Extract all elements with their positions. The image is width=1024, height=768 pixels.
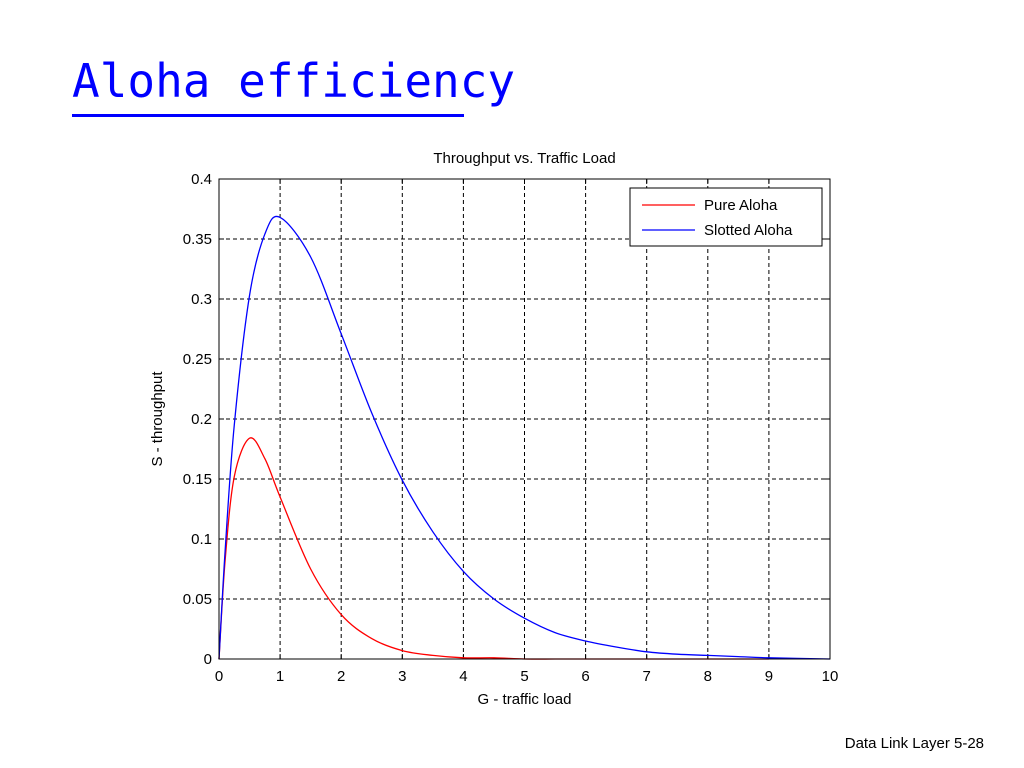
x-tick-label: 6 bbox=[581, 668, 589, 685]
x-axis-label: G - traffic load bbox=[478, 691, 572, 708]
slide-footer: Data Link Layer 5-28 bbox=[844, 735, 984, 752]
x-tick-label: 1 bbox=[276, 668, 284, 685]
legend-label-pure-aloha: Pure Aloha bbox=[704, 197, 778, 214]
chart-title: Throughput vs. Traffic Load bbox=[433, 150, 615, 167]
x-tick-label: 7 bbox=[643, 668, 651, 685]
plot-frame bbox=[218, 178, 831, 660]
y-axis-label: S - throughput bbox=[149, 371, 166, 467]
y-tick-label: 0.05 bbox=[183, 591, 212, 608]
throughput-chart: 0 1 2 3 4 5 6 7 8 9 10 0 0.05 0.1 0.15 0.2 0.25 0.3 0.35 0.… bbox=[149, 150, 839, 708]
y-tick-label: 0.25 bbox=[183, 351, 212, 368]
legend-label-slotted-aloha: Slotted Aloha bbox=[704, 222, 793, 239]
x-tick-label: 2 bbox=[337, 668, 345, 685]
x-tick-label: 4 bbox=[459, 668, 467, 685]
x-tick-label: 3 bbox=[398, 668, 406, 685]
x-tick-label: 0 bbox=[215, 668, 223, 685]
y-tick-label: 0 bbox=[204, 651, 212, 668]
x-tick-label: 9 bbox=[765, 668, 773, 685]
x-tick-label: 5 bbox=[520, 668, 528, 685]
legend-box bbox=[629, 187, 823, 247]
x-tick-label: 10 bbox=[822, 668, 839, 685]
y-tick-label: 0.15 bbox=[183, 471, 212, 488]
y-tick-label: 0.1 bbox=[191, 531, 212, 548]
y-tick-label: 0.2 bbox=[191, 411, 212, 428]
slide-title: Aloha efficiency bbox=[72, 54, 516, 108]
series-line-slotted-aloha bbox=[218, 215, 831, 660]
y-tick-label: 0.35 bbox=[183, 231, 212, 248]
y-tick-label: 0.3 bbox=[191, 291, 212, 308]
y-tick-label: 0.4 bbox=[191, 171, 212, 188]
title-underline bbox=[72, 114, 464, 117]
x-tick-label: 8 bbox=[704, 668, 712, 685]
